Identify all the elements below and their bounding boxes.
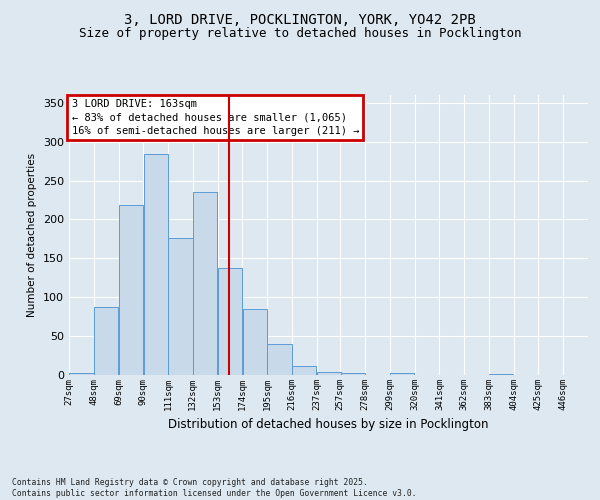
Bar <box>218 268 242 375</box>
Text: 3 LORD DRIVE: 163sqm
← 83% of detached houses are smaller (1,065)
16% of semi-de: 3 LORD DRIVE: 163sqm ← 83% of detached h… <box>71 99 359 136</box>
Text: Contains HM Land Registry data © Crown copyright and database right 2025.
Contai: Contains HM Land Registry data © Crown c… <box>12 478 416 498</box>
Y-axis label: Number of detached properties: Number of detached properties <box>28 153 37 317</box>
Bar <box>341 372 365 375</box>
X-axis label: Distribution of detached houses by size in Pocklington: Distribution of detached houses by size … <box>168 418 489 432</box>
Text: Size of property relative to detached houses in Pocklington: Size of property relative to detached ho… <box>79 28 521 40</box>
Bar <box>390 372 415 375</box>
Text: 3, LORD DRIVE, POCKLINGTON, YORK, YO42 2PB: 3, LORD DRIVE, POCKLINGTON, YORK, YO42 2… <box>124 12 476 26</box>
Bar <box>193 192 217 375</box>
Bar <box>242 309 267 375</box>
Bar <box>69 374 94 375</box>
Bar <box>292 366 316 375</box>
Bar <box>317 372 341 375</box>
Bar <box>489 374 514 375</box>
Bar <box>143 154 168 375</box>
Bar <box>94 308 118 375</box>
Bar <box>119 204 143 375</box>
Bar <box>268 344 292 375</box>
Bar <box>169 238 193 375</box>
